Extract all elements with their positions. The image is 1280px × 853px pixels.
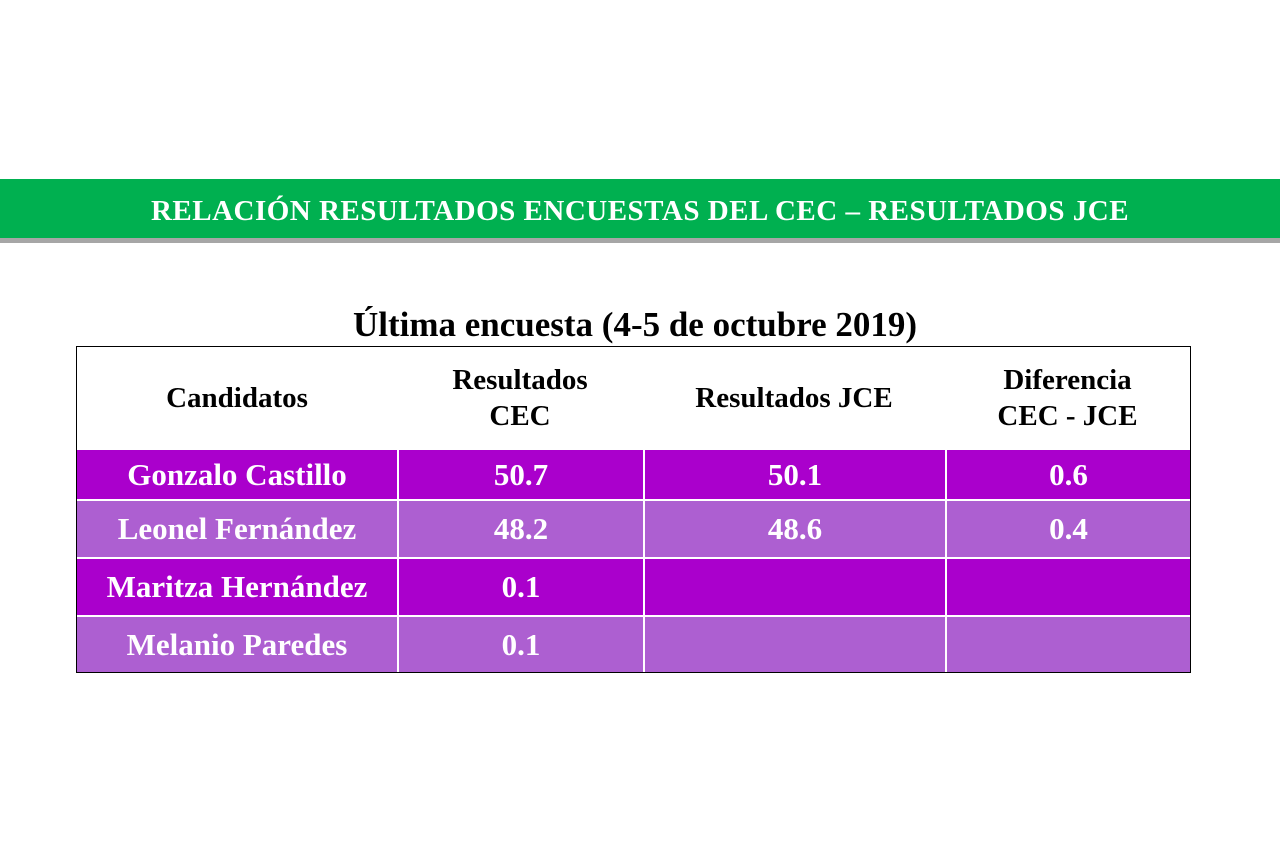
column-header: Resultados JCE <box>643 347 945 448</box>
header-line: Resultados <box>452 363 588 396</box>
table-cell: 0.1 <box>397 557 643 615</box>
table-cell: 50.7 <box>397 448 643 499</box>
header-line: Resultados JCE <box>695 381 893 414</box>
header-line: Candidatos <box>166 381 308 414</box>
table-cell <box>643 557 945 615</box>
table-cell: 0.4 <box>945 499 1190 557</box>
candidate-name: Maritza Hernández <box>77 557 397 615</box>
candidate-name: Gonzalo Castillo <box>77 448 397 499</box>
table: Candidatos Resultados CEC Resultados JCE Dif… <box>76 346 1191 673</box>
header-title: RELACIÓN RESULTADOS ENCUESTAS DEL CEC – … <box>150 195 1130 227</box>
table-cell <box>945 557 1190 615</box>
header-band: RELACIÓN RESULTADOS ENCUESTAS DEL CEC – … <box>0 179 1280 243</box>
header-line: Diferencia <box>1003 363 1132 396</box>
table-cell: 0.1 <box>397 615 643 672</box>
table-cell: 48.6 <box>643 499 945 557</box>
table-cell <box>945 615 1190 672</box>
candidate-name: Leonel Fernández <box>77 499 397 557</box>
table-cell: 50.1 <box>643 448 945 499</box>
table-cell: 48.2 <box>397 499 643 557</box>
table-cell <box>643 615 945 672</box>
header-line: CEC - JCE <box>997 399 1138 432</box>
column-header: Resultados CEC <box>397 347 643 448</box>
table-title: Última encuesta (4-5 de octubre 2019) <box>352 305 918 344</box>
table-cell: 0.6 <box>945 448 1190 499</box>
column-header: Candidatos <box>77 347 397 448</box>
candidate-name: Melanio Paredes <box>77 615 397 672</box>
column-header: Diferencia CEC - JCE <box>945 347 1190 448</box>
header-line: CEC <box>489 399 551 432</box>
